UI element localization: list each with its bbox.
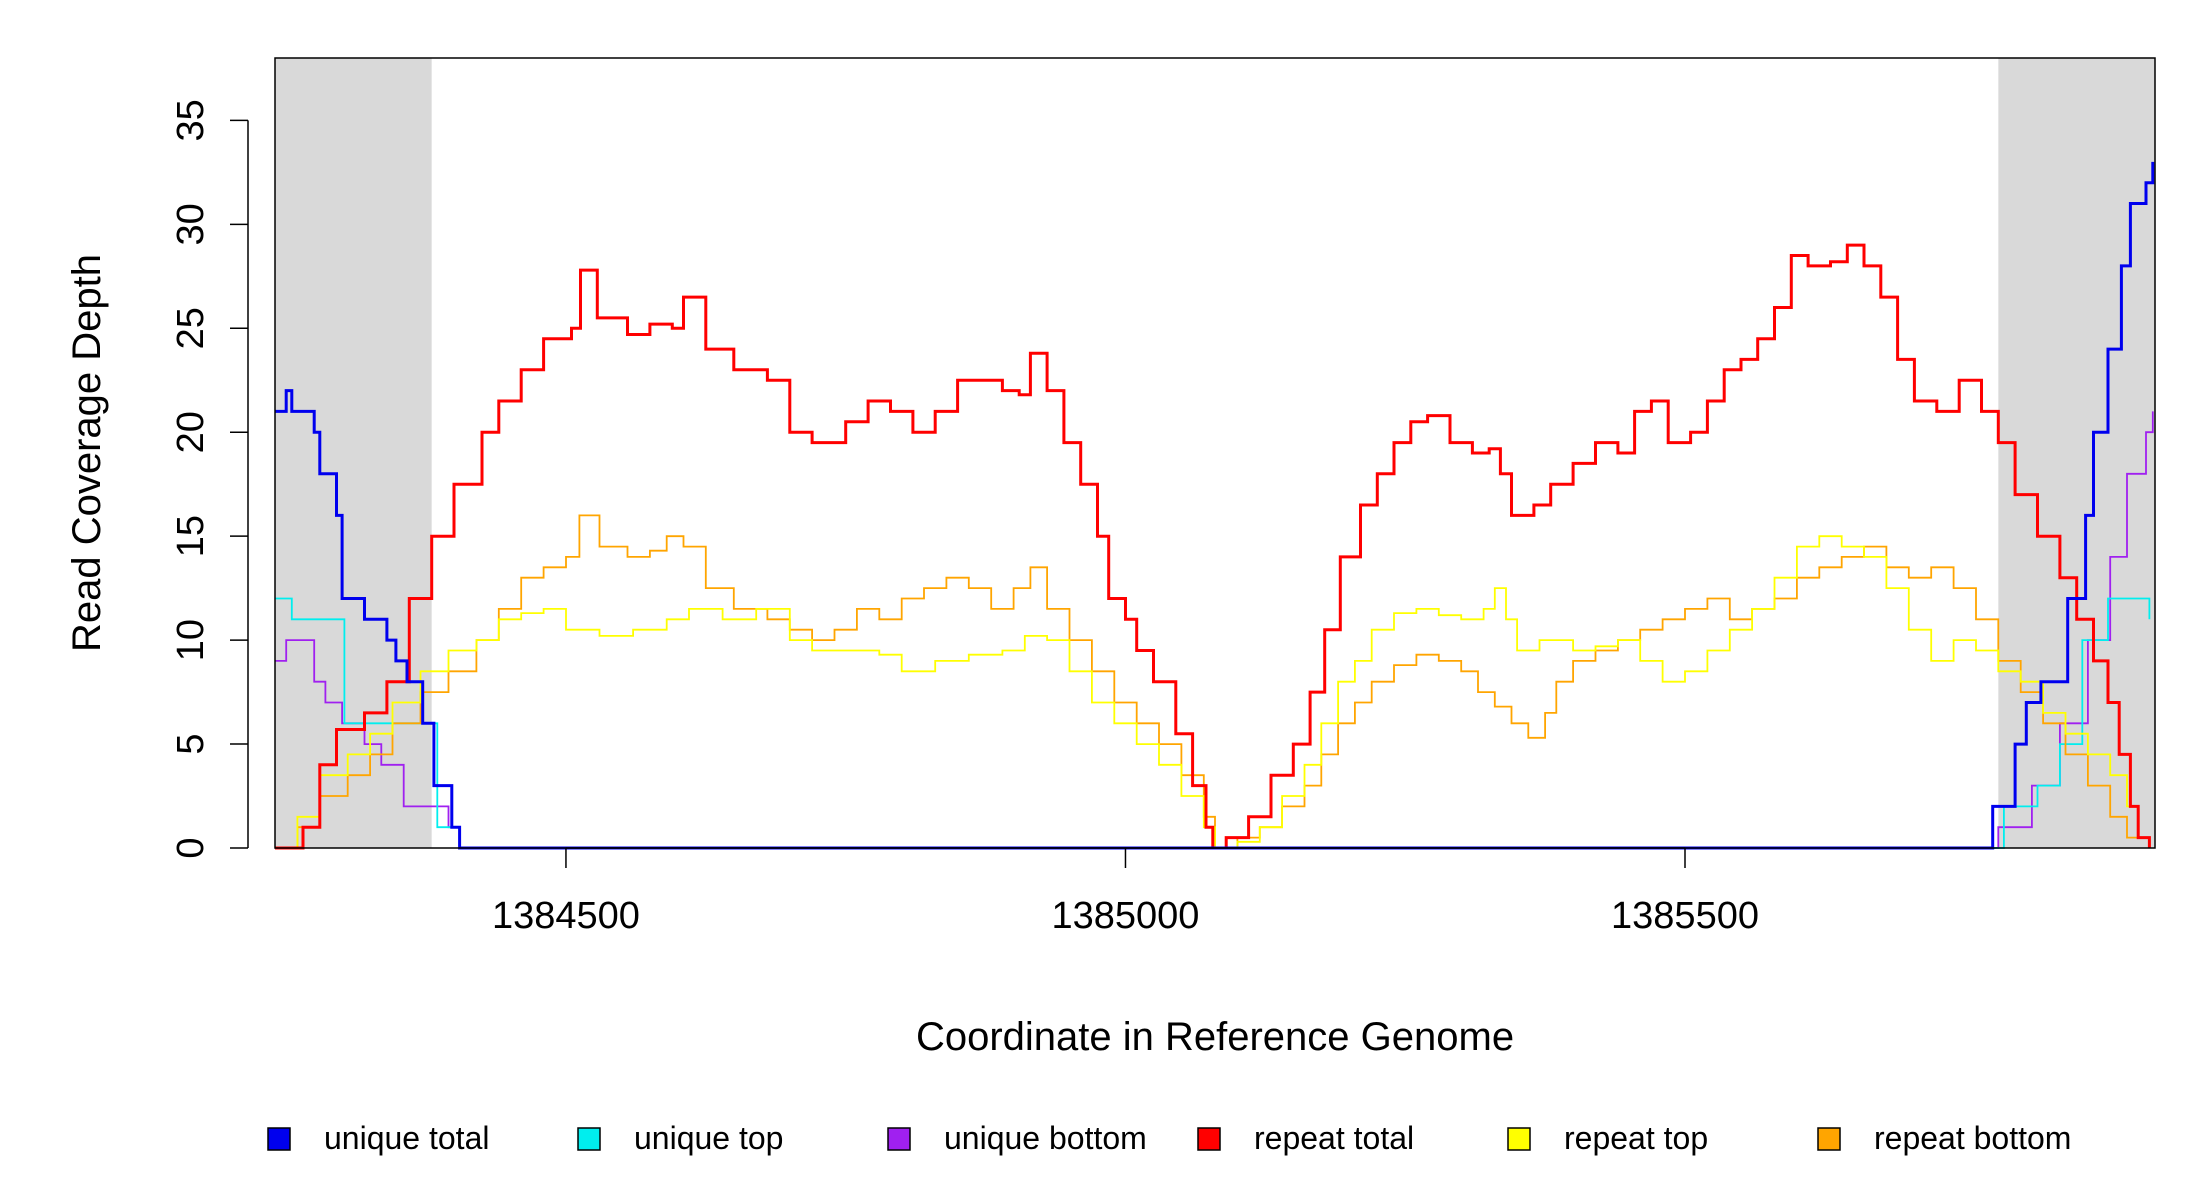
series-line-repeat-total bbox=[275, 243, 2151, 850]
x-tick-label-1385000: 1385000 bbox=[1052, 895, 1200, 937]
legend-label: repeat top bbox=[1564, 1120, 1708, 1156]
series-line-unique-total bbox=[275, 161, 2155, 850]
legend-item-unique-total: unique total bbox=[267, 1120, 489, 1156]
series-line-unique-top bbox=[275, 597, 2151, 849]
x-tick-label-1385500: 1385500 bbox=[1611, 895, 1759, 937]
legend-item-unique-top: unique top bbox=[577, 1120, 783, 1156]
legend-swatch bbox=[1507, 1127, 1531, 1151]
legend-swatch bbox=[577, 1127, 601, 1151]
series-line-unique-bottom bbox=[275, 411, 2154, 849]
y-axis: 0 5 10 15 20 25 30 35 bbox=[170, 99, 249, 859]
legend-item-repeat-total: repeat total bbox=[1197, 1120, 1414, 1156]
series-line-repeat-bottom bbox=[275, 514, 2151, 849]
series-layer bbox=[275, 161, 2155, 850]
legend-label: unique bottom bbox=[944, 1120, 1147, 1156]
legend: unique total unique top unique bottom repea… bbox=[267, 1120, 2071, 1156]
y-tick-label-30: 30 bbox=[170, 203, 212, 245]
x-tick-label-1384500: 1384500 bbox=[492, 895, 640, 937]
y-tick-label-25: 25 bbox=[170, 307, 212, 349]
legend-item-repeat-bottom: repeat bottom bbox=[1817, 1120, 2071, 1156]
y-tick-label-5: 5 bbox=[170, 733, 212, 754]
y-tick-label-35: 35 bbox=[170, 99, 212, 141]
legend-swatch bbox=[1817, 1127, 1841, 1151]
y-axis-label: Read Coverage Depth bbox=[65, 254, 109, 652]
series-line-repeat-top bbox=[275, 535, 2151, 849]
legend-swatch bbox=[1197, 1127, 1221, 1151]
legend-item-repeat-top: repeat top bbox=[1507, 1120, 1708, 1156]
legend-label: repeat total bbox=[1254, 1120, 1414, 1156]
y-tick-label-20: 20 bbox=[170, 411, 212, 453]
x-axis: 1384500 1385000 1385500 bbox=[492, 847, 1759, 937]
shaded-regions bbox=[275, 58, 2155, 848]
legend-label: unique total bbox=[324, 1120, 489, 1156]
legend-label: repeat bottom bbox=[1874, 1120, 2071, 1156]
plot-frame bbox=[274, 57, 2156, 849]
y-tick-label-10: 10 bbox=[170, 619, 212, 661]
y-tick-label-15: 15 bbox=[170, 515, 212, 557]
x-axis-label: Coordinate in Reference Genome bbox=[916, 1015, 1514, 1059]
legend-label: unique top bbox=[634, 1120, 783, 1156]
legend-swatch bbox=[887, 1127, 911, 1151]
legend-swatch bbox=[267, 1127, 291, 1151]
y-tick-label-0: 0 bbox=[170, 837, 212, 858]
legend-item-unique-bottom: unique bottom bbox=[887, 1120, 1147, 1156]
shaded-region-1 bbox=[275, 58, 432, 848]
shaded-region-2 bbox=[1998, 58, 2155, 848]
